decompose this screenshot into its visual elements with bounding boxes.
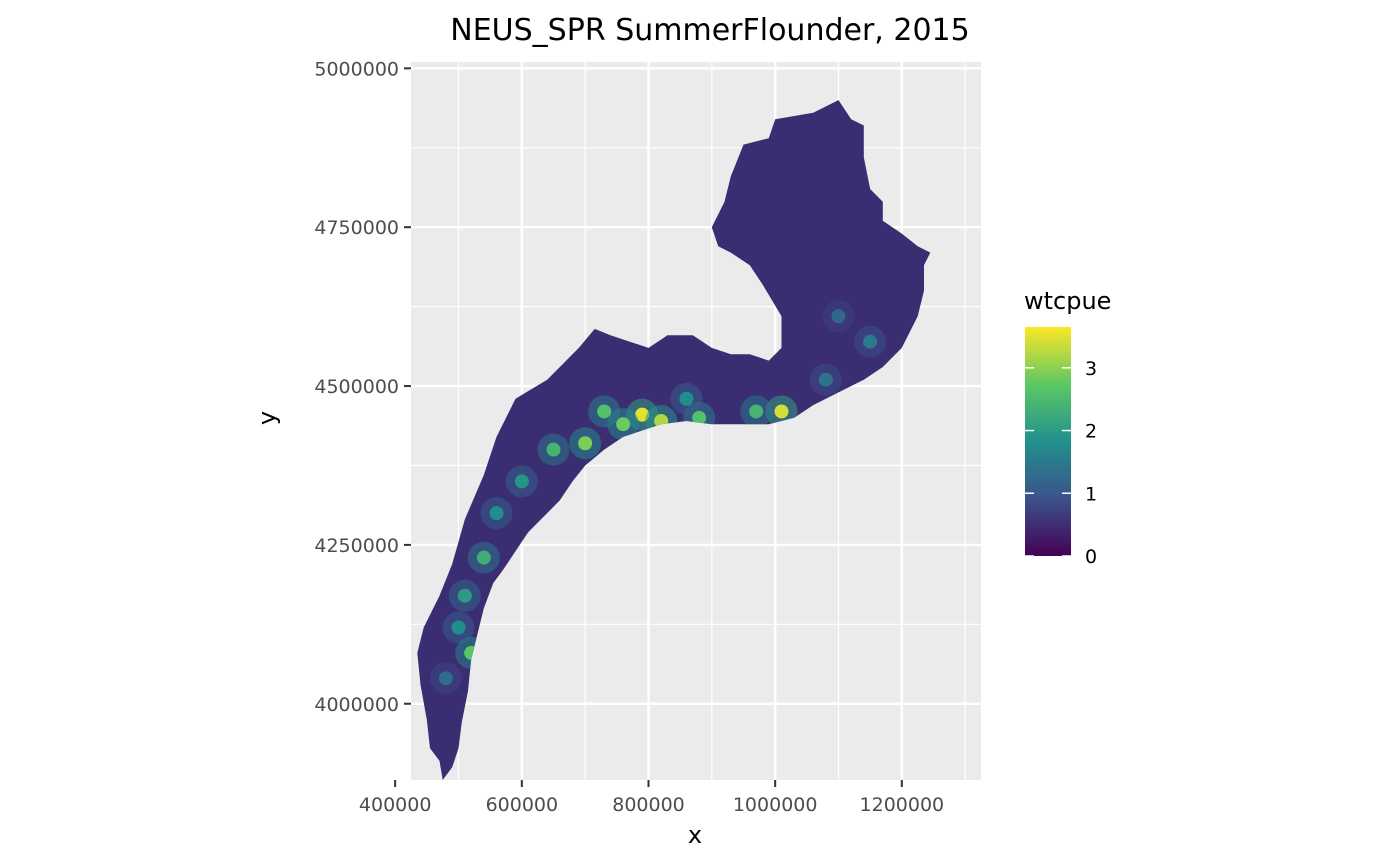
legend-ticks: 0 1 2 3 xyxy=(1025,358,1097,568)
hotspot-cell xyxy=(457,588,472,603)
region-fill xyxy=(417,100,931,781)
x-tick-label: 1200000 xyxy=(860,794,945,816)
hotspot-cell xyxy=(692,410,707,425)
hotspot-cell xyxy=(616,417,631,432)
x-axis: 400000 600000 800000 1000000 1200000 xyxy=(359,780,944,816)
y-tick-label: 4750000 xyxy=(314,217,399,239)
y-axis-title: y xyxy=(253,411,281,425)
y-tick-label: 4250000 xyxy=(314,535,399,557)
x-tick-label: 1000000 xyxy=(733,794,818,816)
legend-tick-label: 1 xyxy=(1085,483,1097,505)
legend-tick-label: 0 xyxy=(1085,546,1097,568)
hotspot-cell xyxy=(774,404,789,419)
x-axis-title: x xyxy=(688,821,702,849)
legend: wtcpue 0 1 2 3 xyxy=(1024,287,1111,568)
hotspot-cell xyxy=(546,442,561,457)
hotspot-cell xyxy=(863,334,878,349)
chart-title: NEUS_SPR SummerFlounder, 2015 xyxy=(450,13,969,48)
y-tick-label: 4500000 xyxy=(314,376,399,398)
legend-colorbar xyxy=(1025,327,1071,556)
hotspot-cell xyxy=(749,404,764,419)
x-tick-label: 600000 xyxy=(486,794,559,816)
y-tick-label: 4000000 xyxy=(314,694,399,716)
legend-tick-label: 2 xyxy=(1085,421,1097,443)
hotspot-cell xyxy=(578,436,593,451)
hotspot-cell xyxy=(489,506,504,521)
hotspot-cell xyxy=(451,620,466,635)
x-tick-label: 400000 xyxy=(359,794,432,816)
y-tick-label: 5000000 xyxy=(314,58,399,80)
hotspot-cell xyxy=(438,671,453,686)
hotspot-cell xyxy=(476,550,491,565)
x-tick-label: 800000 xyxy=(612,794,685,816)
hotspot-cell xyxy=(514,474,529,489)
y-axis: 4000000 4250000 4500000 4750000 5000000 xyxy=(314,58,411,716)
hotspot-cell xyxy=(831,309,846,324)
legend-tick-label: 3 xyxy=(1085,358,1097,380)
hotspot-cell xyxy=(597,404,612,419)
legend-title: wtcpue xyxy=(1024,287,1111,315)
hotspot-cell xyxy=(679,391,694,406)
hotspot-cell xyxy=(818,372,833,387)
